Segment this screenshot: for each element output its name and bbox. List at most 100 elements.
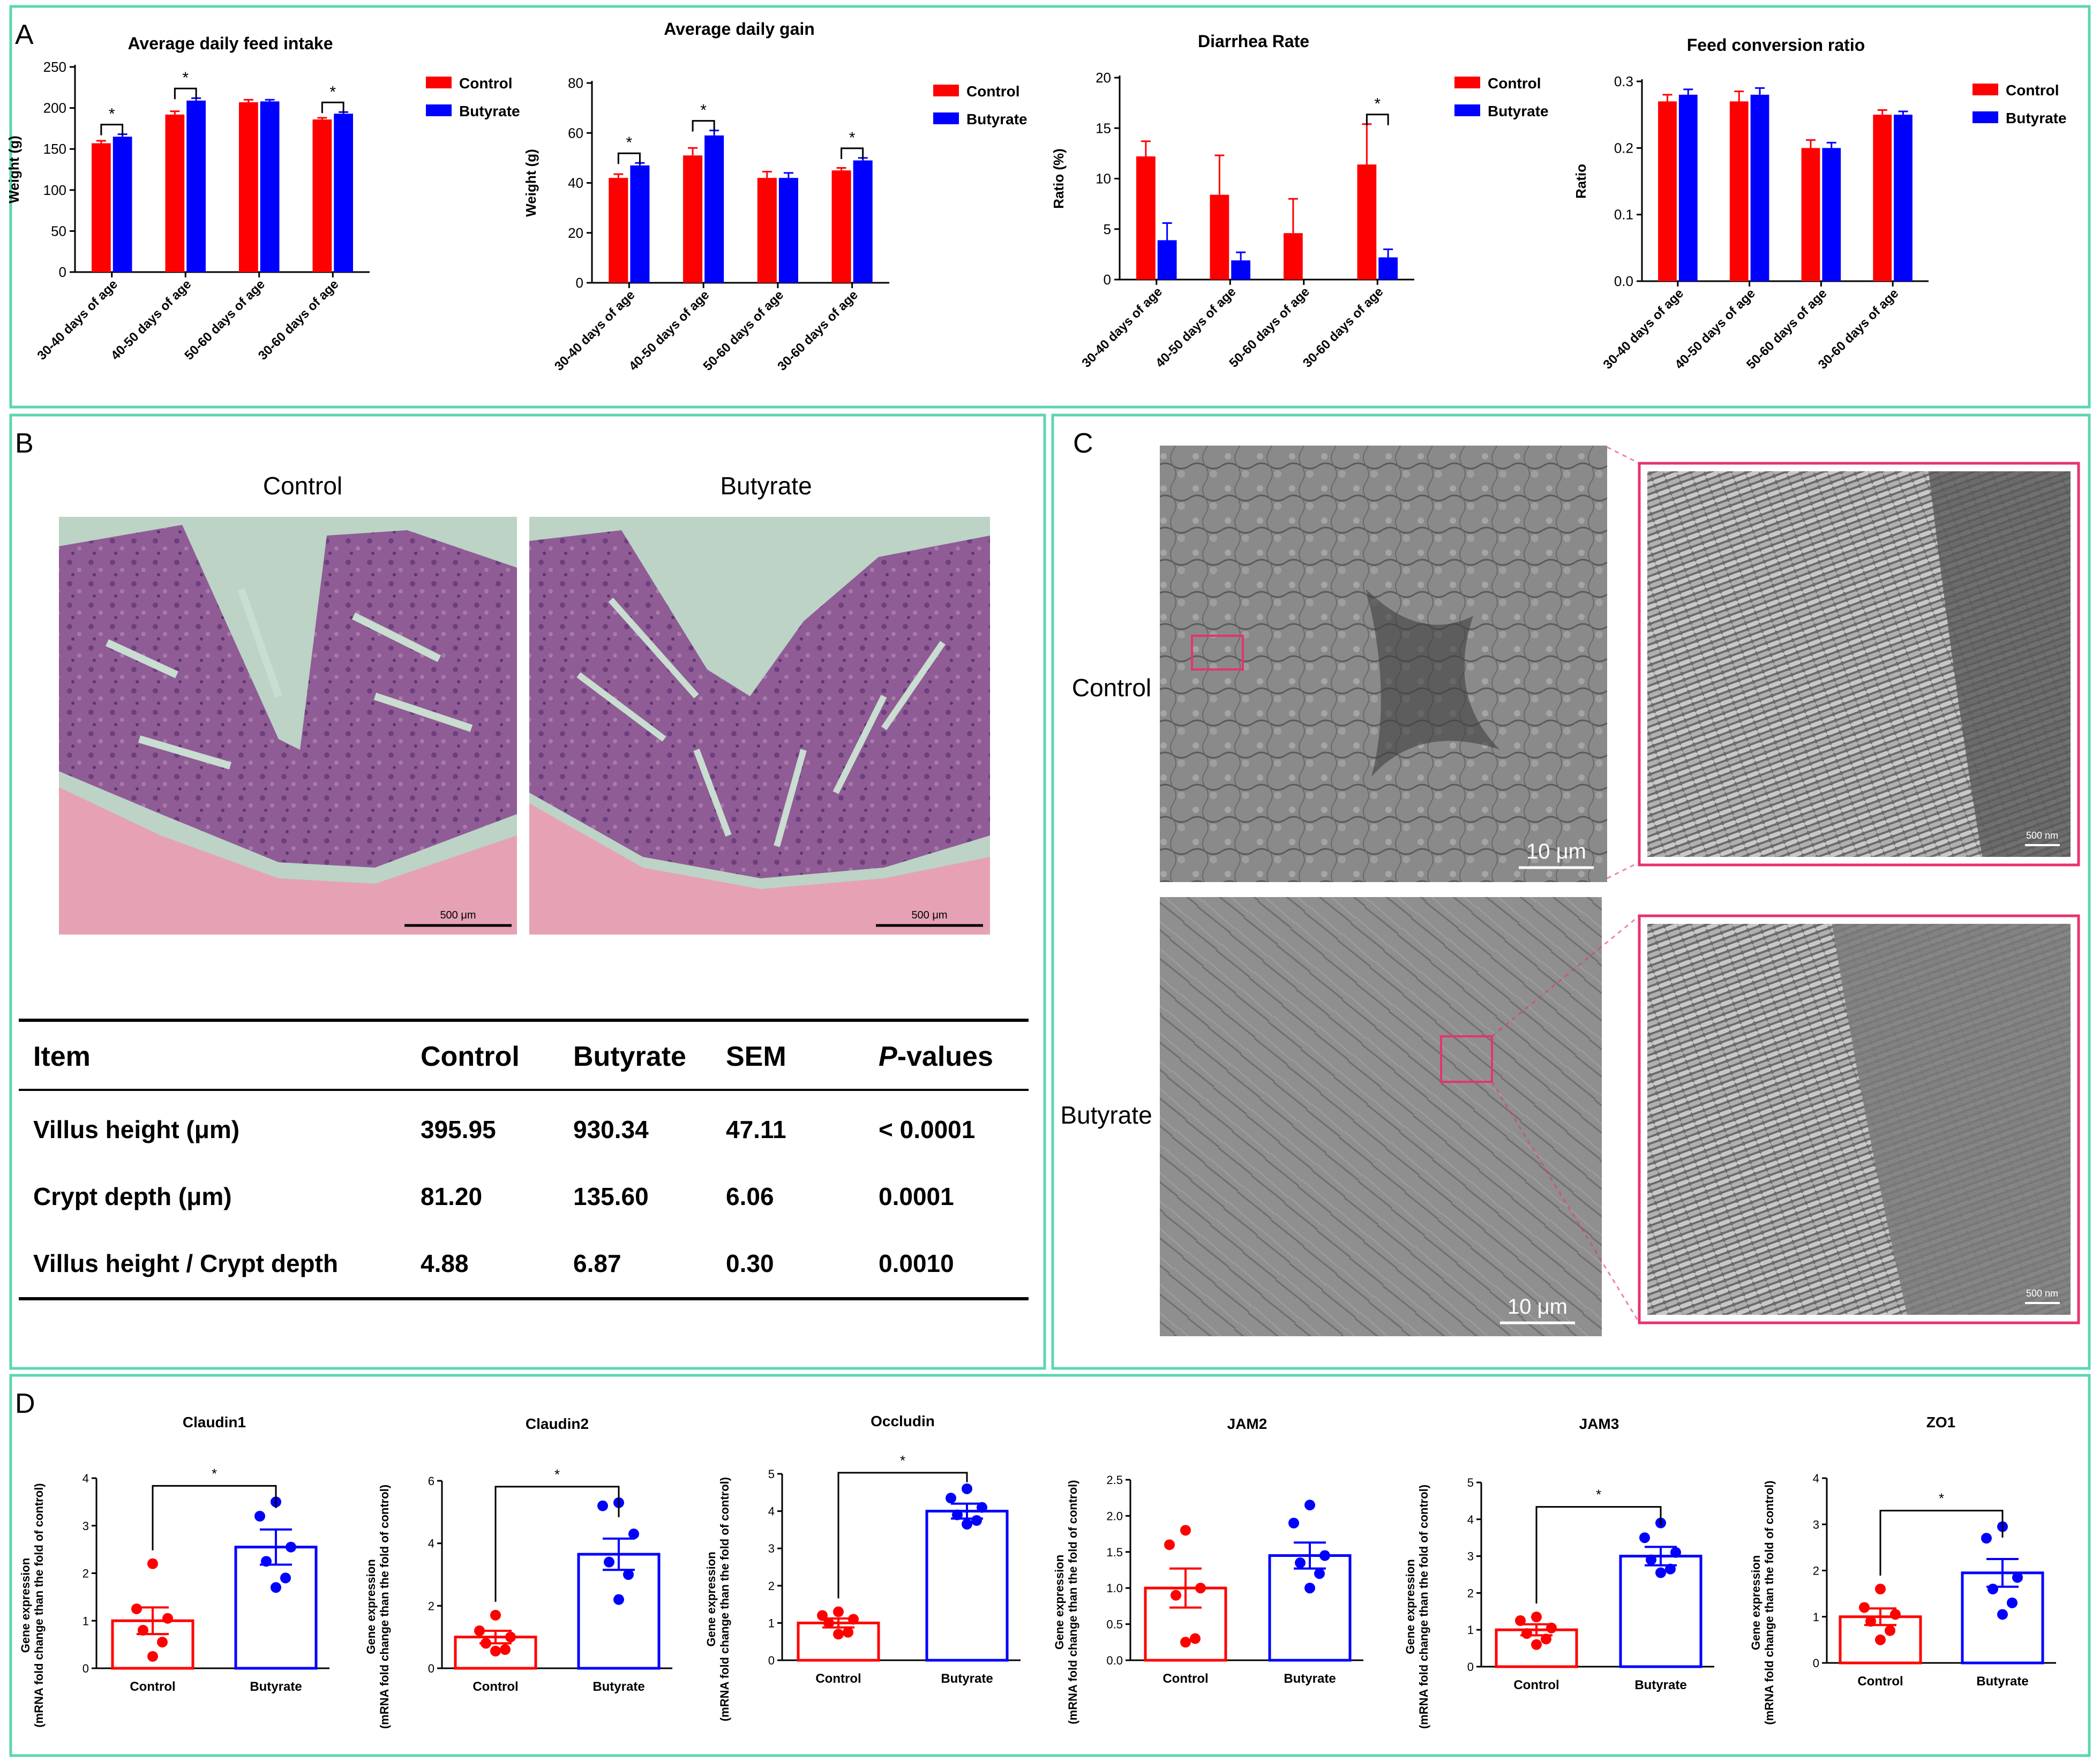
frame-C [1051,413,2091,1370]
y-tick-label: 2 [1467,1586,1474,1600]
data-point [1541,1633,1551,1645]
histology-butyrate-image: 500 μm [529,517,990,935]
data-point [147,1558,158,1569]
y-tick-label: 2.5 [1106,1473,1123,1487]
x-tick-label: 40-50 days of age [1153,284,1239,371]
data-point [843,1627,853,1638]
chart-feed-conversion: Feed conversion ratio 0.0 0.1 0.2 0.3 Ratio 30… [1573,35,2067,372]
data-point [1988,1584,1998,1594]
x-tick-label: Butyrate [250,1680,302,1694]
y-tick-label: 0 [576,275,583,291]
table-body: Villus height (μm) 395.95 930.34 47.11 < 0.0… [33,1116,975,1277]
data-point [2007,1597,2018,1608]
panel-frames [9,5,2091,1757]
x-tick-label: Control [815,1671,861,1686]
data-point [474,1625,485,1636]
data-point [597,1500,608,1511]
y-tick-label: 1.5 [1106,1546,1123,1559]
chart-title: Average daily feed intake [128,34,333,53]
table-header: Item Control Butyrate SEM P-values [33,1041,993,1072]
data-point [604,1556,614,1568]
sem-control-zoom-box [1191,635,1244,671]
significance-star: * [1939,1490,1944,1507]
y-tick-label: 1 [768,1616,775,1630]
legend-control-swatch [426,77,452,88]
data-point [286,1541,296,1553]
y-tick-label: 0.5 [1106,1618,1123,1631]
data-point [1521,1628,1532,1639]
y-tick-label: 15 [1096,120,1111,136]
x-tick-label: Butyrate [1976,1674,2028,1689]
y-tick-label: 4 [1467,1513,1474,1526]
sem-zoom-connectors [1491,446,1640,1323]
data-point [1288,1517,1299,1528]
data-point [1304,1583,1315,1594]
significance-bracket [321,101,344,114]
y-tick-label: 2 [428,1599,434,1613]
data-point [962,1518,972,1530]
chart-title: JAM2 [1227,1415,1268,1432]
header-p-rest: -values [897,1041,993,1072]
x-tick-label: Butyrate [941,1671,993,1686]
data-point [1180,1637,1191,1648]
data-point [1190,1633,1201,1644]
data-point [628,1528,639,1540]
data-point [1646,1554,1656,1565]
chart-diarrhea-rate: Diarrhea Rate 0 5 10 15 20 Ratio (%) 30-40 days… [1051,32,1549,371]
sem-butyrate-detail-scale: 500 nm [2026,1288,2058,1299]
legend-control-swatch [933,85,959,96]
significance-star: * [900,1452,905,1469]
chart-title: Occludin [871,1413,935,1429]
x-tick-label: 30-40 days of age [34,277,121,363]
y-tick-label: 5 [768,1467,775,1481]
header-p-values: P-values [879,1041,993,1072]
data-point [1885,1625,1895,1636]
data-point [1859,1602,1870,1613]
legend-control-label: Control [459,75,513,92]
data-point [147,1651,158,1662]
y-tick-label: 4 [1813,1472,1819,1485]
legend-control-label: Control [2006,82,2059,99]
panel-label-D: D [15,1388,35,1419]
y-axis-label-line2: (mRNA fold change than the fold of contr… [32,1483,46,1727]
data-point [162,1613,173,1624]
legend-butyrate-label: Butyrate [459,103,520,119]
data-point [1665,1563,1676,1575]
bar-butyrate [260,101,280,272]
y-axis-label-line1: Gene expression [704,1552,718,1646]
y-tick-label: 2 [1813,1564,1819,1578]
chart-title: JAM3 [1579,1415,1619,1432]
x-tick-label: Control [472,1680,518,1694]
data-point [623,1569,634,1580]
data-point [823,1617,834,1629]
chart-jam3: JAM3 0 1 2 3 4 5 Gene expression (mRNA fold chan… [1404,1415,1714,1729]
panel-label-B: B [15,428,34,459]
sem-butyrate-detail-frame [1638,914,2080,1324]
y-axis-label-line1: Gene expression [19,1558,32,1653]
table-cell: 6.06 [726,1183,774,1210]
table-cell: 47.11 [726,1116,786,1143]
bar-control [797,1621,880,1662]
x-tick-label: Butyrate [1634,1678,1686,1692]
y-tick-label: 60 [568,125,583,141]
chart-claudin1: Claudin1 0 1 2 3 4 Gene expression (mRNA fold c… [19,1414,329,1728]
table-cell: Villus height / Crypt depth [33,1249,338,1277]
significance-bracket [100,124,124,135]
bar-butyrate [630,165,650,283]
data-point [1295,1557,1306,1569]
x-tick-label: 50-60 days of age [1226,284,1312,371]
bar-control [1801,148,1820,281]
data-point [1890,1609,1901,1620]
bar-butyrate [186,100,206,272]
x-tick-label: 50-60 days of age [1744,286,1830,372]
data-point [261,1556,272,1567]
x-tick-label: Butyrate [1284,1671,1336,1686]
histology-butyrate-title: Butyrate [720,472,812,500]
table-cell: 930.34 [573,1116,649,1143]
legend-butyrate-swatch [1454,104,1480,116]
data-point [1180,1525,1191,1536]
data-point [138,1625,148,1636]
data-point [833,1629,844,1640]
x-tick-label: 50-60 days of age [182,277,268,363]
bar-control [239,102,258,272]
